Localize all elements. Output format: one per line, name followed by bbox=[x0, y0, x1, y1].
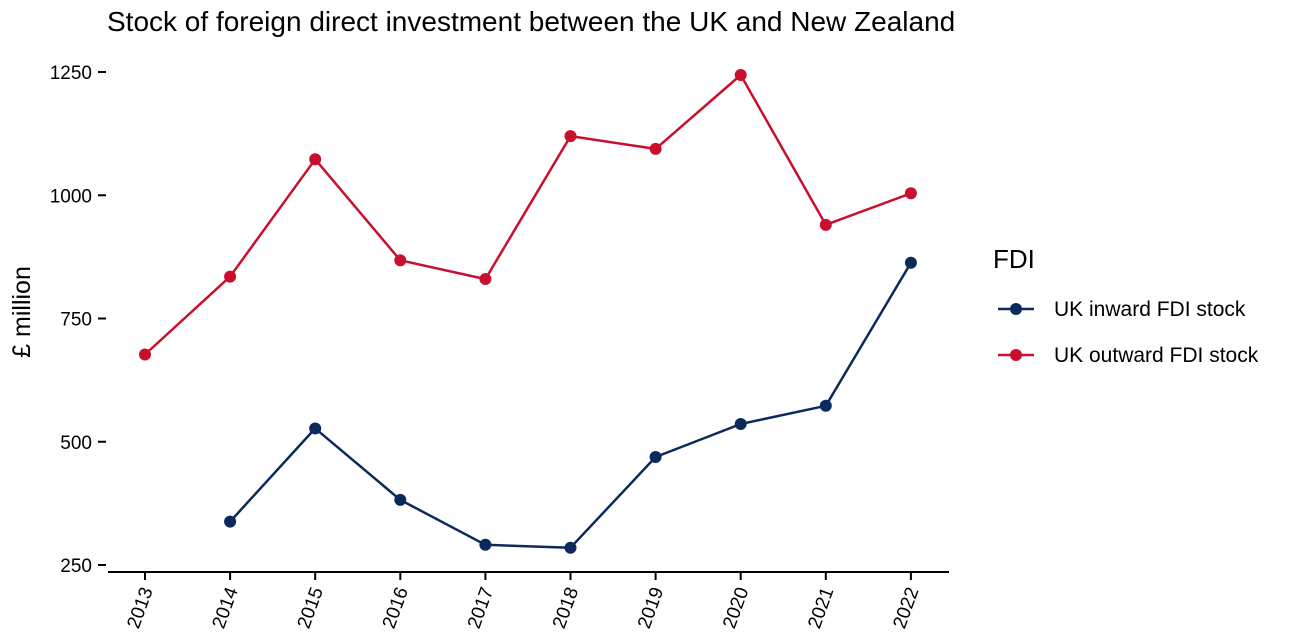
x-tick-label: 2020 bbox=[719, 585, 753, 632]
data-point bbox=[309, 422, 322, 435]
series-line-0 bbox=[229, 262, 912, 549]
data-point bbox=[224, 515, 237, 528]
y-axis-label: £ million bbox=[8, 266, 36, 358]
legend-item-inward: UK inward FDI stock bbox=[998, 298, 1246, 321]
x-tick-label: 2019 bbox=[634, 585, 668, 632]
x-tick-label: 2022 bbox=[889, 585, 923, 632]
series-points bbox=[139, 68, 917, 554]
y-tick-label: 1000 bbox=[50, 186, 92, 207]
data-point bbox=[394, 493, 407, 506]
legend-key-point bbox=[1010, 349, 1022, 361]
legend-key-point bbox=[1010, 303, 1022, 315]
y-tick-label: 500 bbox=[60, 433, 92, 454]
y-tick-label: 250 bbox=[60, 556, 92, 577]
y-tick-label: 1250 bbox=[50, 63, 92, 84]
series-lines bbox=[144, 73, 912, 549]
data-point bbox=[904, 256, 917, 269]
x-tick-label: 2014 bbox=[209, 584, 243, 631]
data-point bbox=[819, 399, 832, 412]
y-tick-label: 750 bbox=[60, 310, 92, 331]
data-point bbox=[904, 187, 917, 200]
data-point bbox=[564, 130, 577, 143]
x-tick-label: 2018 bbox=[549, 585, 583, 632]
data-point bbox=[649, 451, 662, 464]
data-point bbox=[139, 348, 151, 361]
x-tick-label: 2017 bbox=[464, 585, 498, 632]
data-point bbox=[479, 273, 492, 286]
data-point bbox=[819, 218, 832, 231]
x-tick-label: 2013 bbox=[124, 585, 158, 632]
legend-title: FDI bbox=[993, 244, 1035, 274]
x-tick-label: 2015 bbox=[294, 585, 328, 632]
x-tick-label: 2016 bbox=[379, 585, 413, 632]
data-point bbox=[734, 68, 747, 81]
legend-label-inward: UK inward FDI stock bbox=[1054, 298, 1246, 321]
y-ticks: 250 500 750 1000 1250 bbox=[50, 63, 106, 577]
chart-title: Stock of foreign direct investment betwe… bbox=[107, 6, 955, 37]
data-point bbox=[479, 538, 492, 551]
series-line-1 bbox=[144, 73, 912, 356]
legend: FDI UK inward FDI stock UK outward FDI s… bbox=[993, 244, 1259, 367]
data-point bbox=[309, 153, 322, 166]
x-tick-label: 2021 bbox=[804, 585, 838, 632]
legend-label-outward: UK outward FDI stock bbox=[1054, 344, 1259, 367]
x-ticks: 2013 2014 2015 2016 2017 2018 2019 2020 2021 2022 bbox=[124, 572, 924, 631]
data-point bbox=[734, 418, 747, 431]
legend-item-outward: UK outward FDI stock bbox=[998, 344, 1259, 367]
data-point bbox=[394, 254, 407, 267]
data-point bbox=[564, 541, 577, 554]
data-point bbox=[649, 142, 662, 155]
data-point bbox=[224, 270, 237, 283]
